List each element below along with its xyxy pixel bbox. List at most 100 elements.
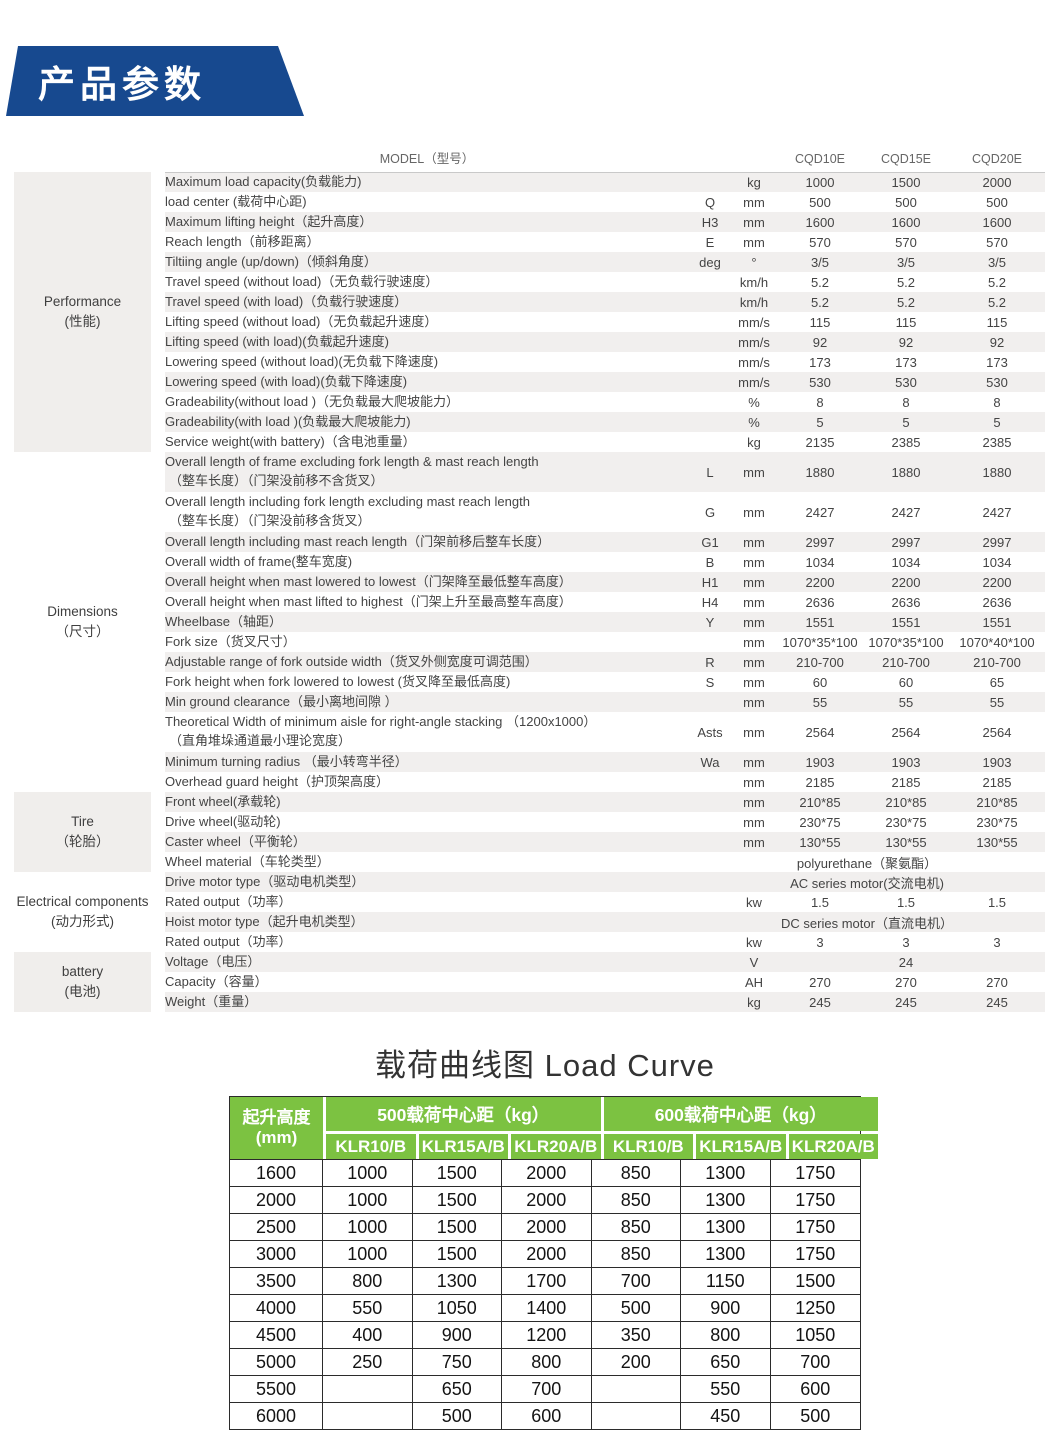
spec-value: 570 [895, 234, 917, 250]
load-curve-value-cell: 600 [502, 1403, 592, 1430]
spec-row: Rated output（功率） kw 1.5 1.5 1.5 [14, 892, 1045, 912]
spec-value: 1903 [949, 752, 1045, 772]
spec-unit: kg [747, 434, 761, 450]
spec-value: 2564 [805, 724, 835, 740]
spec-unit: mm [731, 652, 777, 672]
load-curve-value-cell [591, 1403, 681, 1430]
spec-value: 1070*35*100 [782, 634, 858, 650]
spec-value: 115 [809, 314, 831, 330]
spec-row-label: Wheelbase（轴距） [165, 612, 689, 632]
load-curve-value-cell: 850 [591, 1214, 681, 1241]
spec-symbol: Q [704, 194, 716, 210]
load-curve-title: 载荷曲线图 Load Curve [375, 1048, 715, 1083]
spec-row: Hoist motor type（起升电机类型） DC series motor（… [14, 912, 1045, 932]
spec-table-body: MODEL（型号） CQD10E CQD15E CQD20E Performance (性… [14, 146, 1045, 1012]
spec-value: 8 [902, 394, 910, 410]
spec-value: 1.5 [987, 894, 1007, 910]
load-curve-value-cell: 1500 [412, 1160, 502, 1187]
load-curve-value-cell: 2000 [502, 1241, 592, 1268]
spec-row-label: Wheel material（车轮类型） [165, 853, 330, 869]
section-label: battery (电池) [14, 952, 151, 1012]
load-curve-value-cell: 1500 [412, 1241, 502, 1268]
load-curve-value-cell: 1500 [770, 1268, 860, 1295]
section-label-cell: Tire （轮胎） [14, 792, 165, 872]
spec-value: 173 [895, 354, 917, 370]
spec-value: 173 [809, 354, 831, 370]
spec-row: Lowering speed (without load)(无负载下降速度) mm… [14, 352, 1045, 372]
spec-row-label: Rated output（功率） [165, 893, 292, 909]
spec-value: 270 [895, 974, 917, 990]
load-curve-body: 1600 1000 1500 2000 850 1300 1750 2000 1000 1500 2… [230, 1159, 860, 1430]
spec-row-label: Overall length including fork length exc… [165, 494, 530, 528]
load-curve-value-cell: 250 [323, 1349, 413, 1376]
spec-row: Rated output（功率） kw 3 3 3 [14, 932, 1045, 952]
spec-row: Fork height when fork lowered to lowest … [14, 672, 1045, 692]
spec-row: Performance (性能) Maximum load capacity(负载能… [14, 172, 1045, 452]
spec-row: Caster wheel（平衡轮） mm 130*55 130*55 130*55 [14, 832, 1045, 852]
spec-value: 1.5 [810, 894, 830, 910]
spec-value: 3/5 [949, 252, 1045, 272]
spec-unit: mm [731, 612, 777, 632]
spec-value: 24 [863, 952, 949, 972]
spec-span-value: DC series motor（直流电机） [689, 912, 1045, 932]
spec-symbol [689, 832, 731, 852]
spec-value: 5.2 [987, 274, 1007, 290]
spec-cell [689, 146, 731, 173]
spec-value: 1.5 [896, 894, 916, 910]
spec-value: 92 [777, 332, 863, 352]
spec-value: 2427 [805, 504, 835, 520]
spec-value: 2564 [891, 724, 921, 740]
spec-value: 500 [809, 194, 831, 210]
spec-value: 2636 [805, 594, 835, 610]
page-banner: 产品参数 [6, 46, 304, 116]
spec-span-value: AC series motor(交流电机) [689, 872, 1045, 892]
model-column-header: KLR15A/B [696, 1134, 786, 1159]
spec-row-label: load center (载荷中心距) [165, 193, 307, 209]
spec-row: Lifting speed (without load)（无负载起升速度） mm/… [14, 312, 1045, 332]
spec-unit: mm/s [738, 314, 770, 330]
spec-value: 2200 [949, 572, 1045, 592]
spec-value: 1551 [863, 612, 949, 632]
section-label: Dimensions （尺寸） [47, 603, 118, 639]
spec-symbol [689, 392, 731, 412]
spec-unit: mm [731, 572, 777, 592]
spec-value: 2427 [891, 504, 921, 520]
section-label: Performance (性能) [14, 172, 151, 452]
spec-value: 130*55 [863, 832, 949, 852]
spec-value: 115 [986, 314, 1008, 330]
spec-unit: kg [731, 992, 777, 1012]
load-curve-value-cell: 550 [681, 1376, 771, 1403]
load-curve-value-cell: 2000 [502, 1214, 592, 1241]
spec-value: 2385 [891, 434, 921, 450]
load-curve-value-cell: 700 [591, 1268, 681, 1295]
load-curve-value-cell: 1750 [770, 1160, 860, 1187]
spec-value: 2997 [777, 532, 863, 552]
load-curve-value-cell: 700 [502, 1376, 592, 1403]
spec-corner-cell [14, 146, 165, 172]
spec-unit: mm [731, 212, 777, 232]
spec-value: 115 [895, 314, 917, 330]
spec-value: 3 [816, 934, 824, 950]
spec-row: Lowering speed (with load)(负载下降速度) mm/s 53… [14, 372, 1045, 392]
group-header-500: 500载荷中心距（kg） [326, 1097, 601, 1131]
spec-symbol: Wa [689, 752, 731, 772]
load-curve-height-cell: 4500 [230, 1322, 323, 1349]
spec-symbol [689, 692, 731, 712]
spec-unit: mm [743, 194, 765, 210]
spec-value: 2636 [891, 594, 921, 610]
spec-value: 1551 [949, 612, 1045, 632]
spec-value: 8 [993, 394, 1001, 410]
spec-unit: mm [743, 814, 765, 830]
load-curve-value-cell: 600 [770, 1376, 860, 1403]
spec-unit: mm [743, 634, 765, 650]
spec-row: Tire （轮胎） Front wheel(承载轮) mm 210*85 210*85 21… [14, 792, 1045, 872]
spec-row: Service weight(with battery)（含电池重量） kg 213… [14, 432, 1045, 452]
spec-value: 5.2 [896, 274, 916, 290]
load-curve-value-cell: 850 [591, 1187, 681, 1214]
spec-row: Travel speed (with load)（负载行驶速度） km/h 5.2 5… [14, 292, 1045, 312]
spec-value: 5.2 [949, 292, 1045, 312]
spec-row-label: Adjustable range of fork outside width（货… [165, 652, 689, 672]
